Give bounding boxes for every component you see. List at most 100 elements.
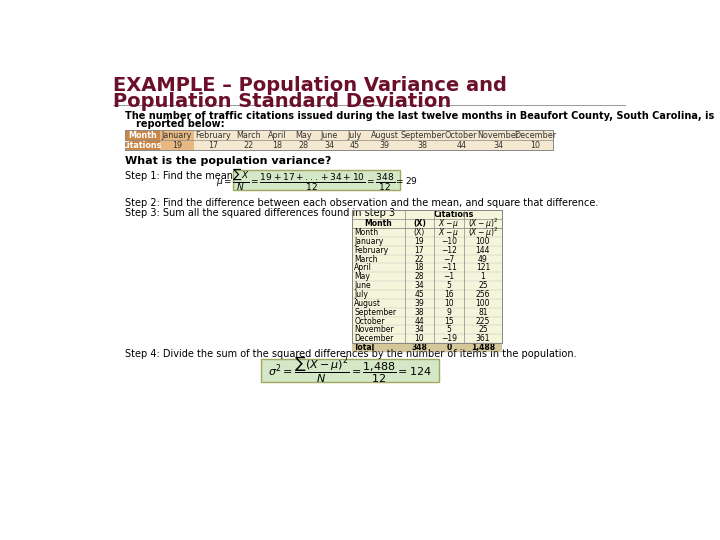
Text: 10: 10 xyxy=(530,141,540,150)
Text: March: March xyxy=(235,131,261,140)
Text: June: June xyxy=(354,281,371,290)
Text: July: July xyxy=(348,131,361,140)
Text: 34: 34 xyxy=(415,326,424,334)
Text: 5: 5 xyxy=(446,326,451,334)
Text: 100: 100 xyxy=(476,237,490,246)
Text: 44: 44 xyxy=(415,316,424,326)
Text: −11: −11 xyxy=(441,264,456,272)
Text: 10: 10 xyxy=(415,334,424,343)
Text: (X): (X) xyxy=(414,228,425,237)
Text: $X - \mu$: $X - \mu$ xyxy=(438,217,459,230)
Text: 81: 81 xyxy=(478,308,487,316)
Text: August: August xyxy=(371,131,398,140)
Text: Month: Month xyxy=(354,228,379,237)
Bar xyxy=(125,130,160,150)
Text: Month: Month xyxy=(128,131,157,140)
Text: 256: 256 xyxy=(476,290,490,299)
Text: December: December xyxy=(354,334,394,343)
Bar xyxy=(233,170,400,190)
Text: September: September xyxy=(354,308,397,316)
Text: March: March xyxy=(354,254,378,264)
Bar xyxy=(160,130,194,150)
Text: −7: −7 xyxy=(444,254,454,264)
Text: Step 4: Divide the sum of the squared differences by the number of items in the : Step 4: Divide the sum of the squared di… xyxy=(125,349,577,359)
Text: 18: 18 xyxy=(415,264,424,272)
Text: −12: −12 xyxy=(441,246,456,255)
Text: 16: 16 xyxy=(444,290,454,299)
Bar xyxy=(352,343,503,352)
Text: June: June xyxy=(320,131,338,140)
Text: 348: 348 xyxy=(411,343,427,352)
Text: 44: 44 xyxy=(456,141,467,150)
Text: $X - \mu$: $X - \mu$ xyxy=(438,226,459,239)
Text: What is the population variance?: What is the population variance? xyxy=(125,156,331,166)
Text: −19: −19 xyxy=(441,334,456,343)
Bar xyxy=(125,130,553,150)
Text: 18: 18 xyxy=(272,141,282,150)
Text: November: November xyxy=(477,131,520,140)
Text: 17: 17 xyxy=(208,141,218,150)
Text: −1: −1 xyxy=(444,272,454,281)
Text: 28: 28 xyxy=(299,141,309,150)
Text: January: January xyxy=(161,131,192,140)
Text: September: September xyxy=(400,131,445,140)
Text: 10: 10 xyxy=(444,299,454,308)
Text: 39: 39 xyxy=(415,299,424,308)
Text: Month: Month xyxy=(364,219,392,228)
Text: 121: 121 xyxy=(476,264,490,272)
Bar xyxy=(352,211,503,343)
Text: 34: 34 xyxy=(324,141,334,150)
Text: 22: 22 xyxy=(243,141,253,150)
Text: 361: 361 xyxy=(476,334,490,343)
Text: 49: 49 xyxy=(478,254,488,264)
Text: 1,488: 1,488 xyxy=(471,343,495,352)
Text: 225: 225 xyxy=(476,316,490,326)
Text: 144: 144 xyxy=(476,246,490,255)
Bar xyxy=(352,211,503,343)
Text: 100: 100 xyxy=(476,299,490,308)
Text: $(X - \mu)^2$: $(X - \mu)^2$ xyxy=(468,225,498,240)
Text: 15: 15 xyxy=(444,316,454,326)
Text: 19: 19 xyxy=(172,141,182,150)
Text: 39: 39 xyxy=(379,141,390,150)
Text: January: January xyxy=(354,237,384,246)
Text: 34: 34 xyxy=(415,281,424,290)
Text: $\sigma^2 = \dfrac{\sum(X-\mu)^2}{N} = \dfrac{1{,}488}{12} = 124$: $\sigma^2 = \dfrac{\sum(X-\mu)^2}{N} = \… xyxy=(268,355,431,386)
Text: (X): (X) xyxy=(413,219,426,228)
Text: 45: 45 xyxy=(350,141,360,150)
Text: 25: 25 xyxy=(478,281,487,290)
Text: 5: 5 xyxy=(446,281,451,290)
Text: The number of traffic citations issued during the last twelve months in Beaufort: The number of traffic citations issued d… xyxy=(125,111,714,121)
Text: 45: 45 xyxy=(415,290,424,299)
Text: April: April xyxy=(354,264,372,272)
Text: October: October xyxy=(354,316,384,326)
Text: July: July xyxy=(354,290,368,299)
Text: Step 2: Find the difference between each observation and the mean, and square th: Step 2: Find the difference between each… xyxy=(125,198,598,208)
Text: 34: 34 xyxy=(493,141,503,150)
Text: August: August xyxy=(354,299,382,308)
Text: May: May xyxy=(295,131,312,140)
Text: Step 3: Sum all the squared differences found in step 3: Step 3: Sum all the squared differences … xyxy=(125,208,395,218)
Text: $(X - \mu)^2$: $(X - \mu)^2$ xyxy=(468,217,498,231)
Text: −10: −10 xyxy=(441,237,456,246)
Text: Citations: Citations xyxy=(433,210,474,219)
Text: EXAMPLE – Population Variance and: EXAMPLE – Population Variance and xyxy=(113,76,507,96)
Text: December: December xyxy=(514,131,557,140)
Text: $\mu = \dfrac{\sum X}{N} = \dfrac{19+17+...+34+10}{12} = \dfrac{348}{12} = 29$: $\mu = \dfrac{\sum X}{N} = \dfrac{19+17+… xyxy=(216,166,418,193)
Text: 38: 38 xyxy=(415,308,424,316)
Text: May: May xyxy=(354,272,370,281)
Text: Step 1: Find the mean.: Step 1: Find the mean. xyxy=(125,171,236,181)
Text: 28: 28 xyxy=(415,272,424,281)
Text: 0: 0 xyxy=(446,343,451,352)
Text: reported below:: reported below: xyxy=(137,119,225,130)
Text: February: February xyxy=(195,131,231,140)
Bar xyxy=(261,359,438,382)
Text: October: October xyxy=(445,131,477,140)
Text: 19: 19 xyxy=(415,237,424,246)
Text: November: November xyxy=(354,326,394,334)
Text: February: February xyxy=(354,246,388,255)
Text: 22: 22 xyxy=(415,254,424,264)
Text: Population Standard Deviation: Population Standard Deviation xyxy=(113,92,451,111)
Text: April: April xyxy=(268,131,287,140)
Text: Citations: Citations xyxy=(122,141,163,150)
